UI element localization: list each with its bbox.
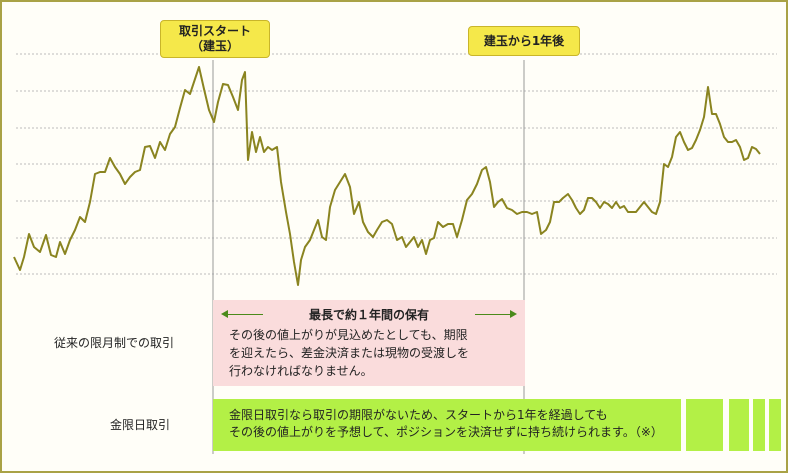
trade-start-callout: 取引スタート （建玉） xyxy=(160,20,270,58)
conventional-text-line: を迎えたら、差金決済または現物の受渡しを xyxy=(229,346,470,360)
conventional-trade-label: 従来の限月制での取引 xyxy=(54,336,175,350)
arrow-right-line xyxy=(475,314,511,315)
unlimited-trade-text: 金限日取引なら取引の期限がないため、スタートから1年を経過しても その後の値上が… xyxy=(229,407,689,441)
continuation-stripe xyxy=(753,399,765,451)
holding-period-title: 最長で約１年間の保有 xyxy=(308,308,429,322)
unlimited-text-line: その後の値上がりを予想して、ポジションを決済せずに持ち続けられます。（※） xyxy=(229,425,663,439)
trade-start-label: 取引スタート xyxy=(178,24,251,38)
continuation-stripe xyxy=(729,399,749,451)
continuation-stripe xyxy=(769,399,781,451)
one-year-label: 建玉から1年後 xyxy=(483,34,565,48)
conventional-trade-box: 最長で約１年間の保有 その後の値上がりが見込めたとしても、期限 を迎えたら、差金… xyxy=(213,300,525,386)
price-line xyxy=(13,66,761,286)
trade-start-sublabel: （建玉） xyxy=(190,39,239,53)
continuation-stripe xyxy=(686,399,723,451)
unlimited-trade-box: 金限日取引なら取引の期限がないため、スタートから1年を経過しても その後の値上が… xyxy=(213,399,681,451)
arrow-left-line xyxy=(227,314,263,315)
holding-period-header: 最長で約１年間の保有 xyxy=(213,306,525,322)
conventional-text-line: その後の値上がりが見込めたとしても、期限 xyxy=(229,328,468,342)
chart-gridlines xyxy=(16,53,777,275)
arrow-right-icon xyxy=(510,310,517,318)
conventional-text-line: 行わなければなりません。 xyxy=(229,364,373,378)
one-year-callout: 建玉から1年後 xyxy=(468,26,580,56)
conventional-trade-text: その後の値上がりが見込めたとしても、期限 を迎えたら、差金決済または現物の受渡し… xyxy=(229,326,514,380)
arrow-left-icon xyxy=(221,310,228,318)
unlimited-trade-label: 金限日取引 xyxy=(110,418,171,432)
unlimited-text-line: 金限日取引なら取引の期限がないため、スタートから1年を経過しても xyxy=(229,408,608,422)
